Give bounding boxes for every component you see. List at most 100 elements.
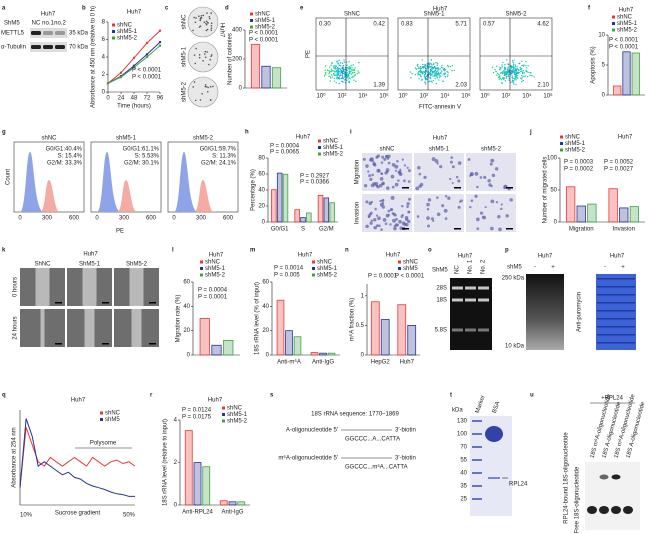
cell xyxy=(498,227,502,232)
event xyxy=(330,74,333,76)
label: ShM5 xyxy=(4,21,20,27)
panel-letter: u xyxy=(530,393,534,399)
event xyxy=(431,81,433,83)
lane-label: NC xyxy=(455,265,461,274)
panel-letter: a xyxy=(2,6,6,12)
wound xyxy=(131,309,142,347)
x-tick-label: Anti-IgG xyxy=(312,360,334,366)
chart-title: Huh7 xyxy=(618,135,633,141)
event xyxy=(330,70,333,73)
y-axis-label: 18S rRNA level (relative to input) xyxy=(163,419,169,506)
cell xyxy=(423,175,427,179)
event xyxy=(515,72,518,75)
phase-stat: S: 5.53% xyxy=(135,154,160,160)
event xyxy=(508,79,511,81)
event xyxy=(419,65,422,68)
y-tick-label: 0 xyxy=(554,220,558,226)
event xyxy=(440,66,443,69)
colony xyxy=(200,15,203,17)
event xyxy=(338,68,340,70)
colony xyxy=(199,99,202,101)
event xyxy=(501,64,503,66)
event xyxy=(323,75,326,77)
event xyxy=(347,74,350,76)
plot-label: ShNC xyxy=(344,12,361,18)
event xyxy=(357,70,359,72)
quadrant-value: 0.42 xyxy=(373,22,385,28)
event xyxy=(333,77,336,80)
y-axis-label: Number of colonies xyxy=(228,33,234,85)
colony xyxy=(198,54,201,56)
event xyxy=(431,71,434,74)
cell xyxy=(474,194,478,198)
event xyxy=(414,74,416,76)
bar xyxy=(619,207,629,223)
x-tick-label: 300 xyxy=(42,216,53,222)
cell xyxy=(474,171,479,176)
event xyxy=(417,63,419,66)
event xyxy=(512,68,514,71)
bar xyxy=(565,186,576,223)
x-tick-label: 10⁴ xyxy=(522,93,532,100)
marker-label: 100 xyxy=(457,432,468,438)
event xyxy=(435,67,437,70)
event xyxy=(428,71,431,74)
band-label: 28S xyxy=(436,286,447,292)
event xyxy=(343,59,345,61)
colony xyxy=(203,53,206,55)
cell xyxy=(432,219,435,223)
cell xyxy=(381,199,385,202)
quadrant-value: 4.62 xyxy=(537,22,549,28)
cell xyxy=(441,204,445,208)
scale-bar xyxy=(149,302,156,304)
annotation: P = 0.0004 xyxy=(270,144,300,150)
event xyxy=(516,71,518,73)
panel-letter: f xyxy=(588,6,591,12)
cell xyxy=(447,196,451,200)
stained-gel xyxy=(596,274,636,350)
event xyxy=(494,69,496,71)
cell xyxy=(394,164,399,169)
chart-title: Huh7 xyxy=(610,254,625,260)
x-tick-label: 10⁶ xyxy=(461,93,471,100)
colony xyxy=(209,99,212,101)
phase-stat: S: 11.3% xyxy=(212,154,237,160)
col-label: ShM5-2 xyxy=(126,262,148,268)
cell xyxy=(457,161,462,165)
y-tick-label: 0 xyxy=(174,503,178,509)
event xyxy=(339,62,342,64)
event xyxy=(331,62,334,64)
legend-swatch xyxy=(222,413,225,416)
band xyxy=(611,474,621,480)
cell xyxy=(380,228,383,232)
scale-bar xyxy=(402,187,409,189)
x-tick-label: 600 xyxy=(146,216,157,222)
event xyxy=(424,83,427,85)
band xyxy=(55,45,65,49)
cell xyxy=(457,205,461,209)
x-axis-label: FITC-annexin V xyxy=(419,105,461,111)
y-axis-label: Number of migrated cells xyxy=(543,157,549,224)
peak xyxy=(97,152,121,212)
marker-label: 40 xyxy=(460,471,467,477)
legend-swatch xyxy=(222,419,225,423)
bar xyxy=(294,209,300,223)
event xyxy=(505,72,508,75)
wound xyxy=(84,309,95,347)
event xyxy=(424,76,426,79)
cell xyxy=(382,217,387,222)
colony xyxy=(194,99,197,102)
event xyxy=(442,67,444,69)
bar xyxy=(261,65,271,89)
x-tick-label: 10⁰ xyxy=(480,93,490,100)
cell xyxy=(367,170,370,173)
colony xyxy=(207,86,210,89)
y-tick-label: 20 xyxy=(183,328,190,334)
event xyxy=(335,70,337,73)
row-label: shM5-2 xyxy=(182,81,188,102)
x-tick-label: 10⁰ xyxy=(398,93,408,100)
event xyxy=(358,62,360,64)
event xyxy=(431,69,433,71)
event xyxy=(521,71,524,74)
gradient-label: 50% xyxy=(123,513,136,519)
